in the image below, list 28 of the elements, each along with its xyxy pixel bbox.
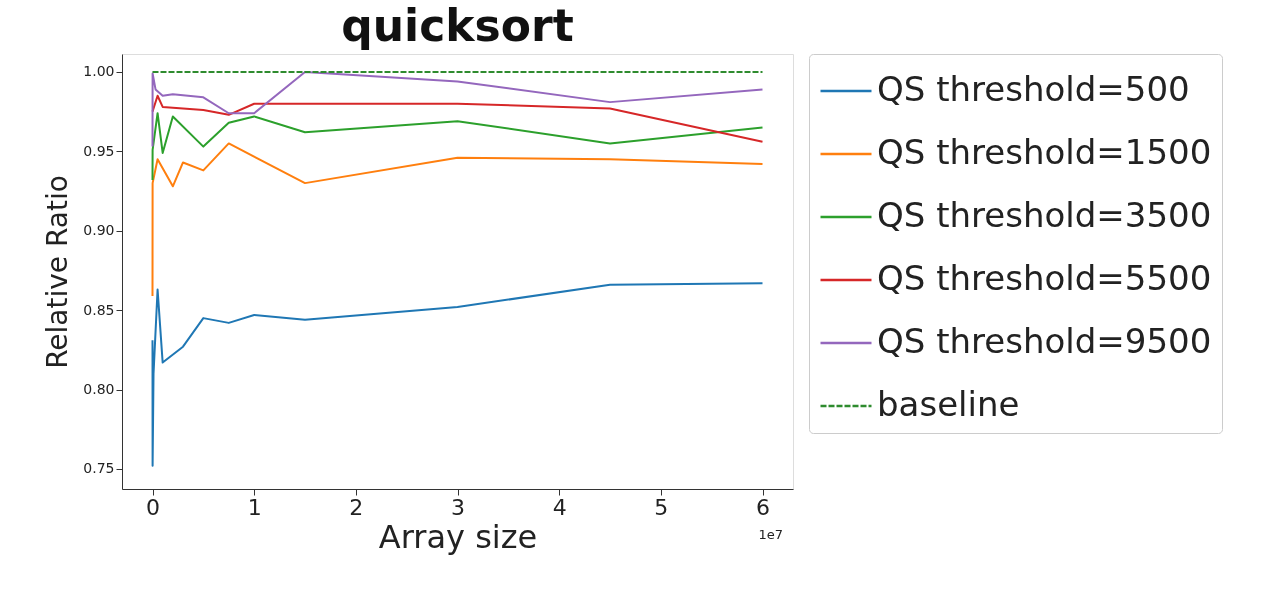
legend-label: QS threshold=9500	[877, 321, 1212, 361]
line-series	[151, 282, 764, 467]
legend-label: QS threshold=500	[877, 69, 1190, 109]
x-tick-label: 0	[146, 494, 160, 520]
y-axis-title: Relative Ratio	[41, 175, 75, 369]
legend-label: QS threshold=5500	[877, 258, 1212, 298]
x-tick-label: 3	[451, 494, 465, 520]
line-series	[151, 112, 764, 181]
x-tick-label: 4	[552, 494, 567, 520]
y-tick-label: 0.95	[83, 142, 115, 159]
x-tick-label: 6	[756, 494, 770, 520]
legend-label: QS threshold=3500	[877, 195, 1212, 235]
x-tick-label: 2	[349, 494, 364, 520]
y-tick-label: 0.75	[83, 460, 115, 477]
chart-title: quicksort	[341, 0, 574, 51]
x-tick-label: 5	[654, 494, 669, 520]
y-tick-label: 1.00	[83, 63, 115, 80]
y-tick-label: 0.90	[83, 222, 115, 239]
line-series	[151, 70, 764, 148]
text: 1e7	[758, 527, 783, 542]
y-tick-label: 0.80	[83, 381, 115, 398]
legend-label: baseline	[877, 384, 1020, 424]
line-series	[151, 94, 764, 143]
x-axis-title: Array size	[378, 517, 538, 556]
x-tick-label: 1	[247, 494, 262, 520]
line-series	[151, 142, 764, 297]
legend-label: QS threshold=1500	[877, 132, 1212, 172]
y-tick-label: 0.85	[83, 301, 115, 318]
